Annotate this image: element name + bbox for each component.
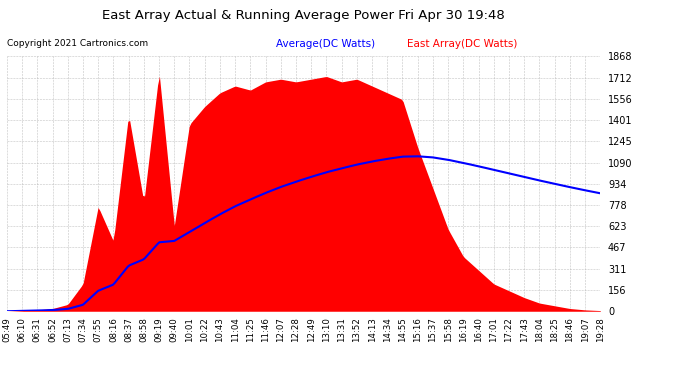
Text: East Array Actual & Running Average Power Fri Apr 30 19:48: East Array Actual & Running Average Powe… bbox=[102, 9, 505, 22]
Text: Copyright 2021 Cartronics.com: Copyright 2021 Cartronics.com bbox=[7, 39, 148, 48]
Text: East Array(DC Watts): East Array(DC Watts) bbox=[407, 39, 518, 50]
Text: Average(DC Watts): Average(DC Watts) bbox=[276, 39, 375, 50]
